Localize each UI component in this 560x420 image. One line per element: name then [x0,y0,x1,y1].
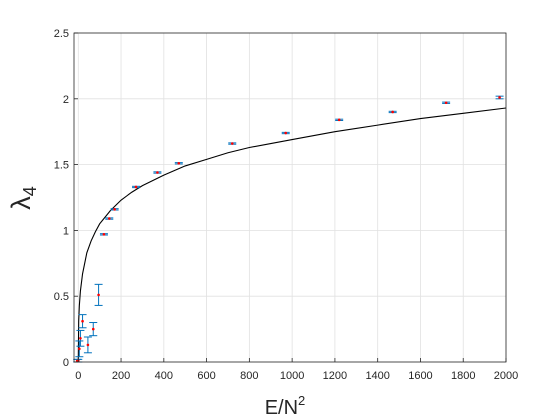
x-tick-label: 800 [240,370,258,382]
data-point [110,208,119,211]
y-tick-label: 1 [63,225,69,237]
point-marker [177,161,181,165]
data-point [442,101,451,105]
x-tick-label: 600 [197,370,215,382]
x-tick-label: 1200 [323,370,347,382]
point-marker [284,131,288,135]
y-axis-ticks: 0 0.5 1 1.5 2 2.5 [54,28,78,369]
x-tick-label: 2000 [494,370,518,382]
data-point [228,142,237,145]
error-bars [73,95,504,363]
y-axis-title: λ4 [6,186,40,210]
point-marker [230,142,234,145]
x-tick-label: 0 [75,370,81,382]
data-point [335,118,344,122]
point-marker [391,110,394,114]
point-marker [91,327,95,331]
y-tick-label: 2.5 [54,28,69,40]
data-point [174,161,183,165]
point-marker [113,208,116,211]
y-tick-label: 1.5 [54,160,69,172]
point-marker [337,118,341,122]
data-point [83,336,92,354]
data-point [105,217,114,220]
point-marker [107,217,111,220]
data-point [153,171,162,174]
point-marker [78,347,81,351]
data-point [76,329,85,347]
x-axis-title: E/N2 [265,393,306,419]
fit-curve [77,107,507,363]
y-tick-label: 0 [63,357,69,369]
data-point [132,185,141,189]
x-tick-label: 1000 [280,370,304,382]
point-marker [81,319,84,323]
data-point [495,95,504,100]
data-point [281,131,290,135]
point-marker [134,185,138,189]
x-axis-title-base: E/N [265,397,298,419]
data-point [78,314,87,329]
y-tick-label: 2 [63,94,69,106]
point-marker [498,96,501,99]
point-marker [79,337,82,340]
x-tick-label: 1400 [365,370,389,382]
data-point [388,110,397,114]
y-axis-title-base: λ [6,196,36,210]
x-tick-label: 400 [155,370,173,382]
data-point [89,322,98,337]
fit-curve-line [77,107,507,363]
point-marker [102,233,106,236]
point-marker [156,171,159,174]
x-tick-label: 1600 [408,370,432,382]
point-marker [86,343,90,347]
data-point [99,233,108,236]
data-point [75,340,84,358]
y-tick-label: 0.5 [54,291,69,303]
x-axis-title-sup: 2 [298,393,305,408]
x-axis-ticks: 0 200 400 600 800 1000 1200 1400 1600 1800 2000 [75,358,518,382]
plot-area-border [73,32,507,363]
x-tick-label: 1800 [451,370,475,382]
data-point [94,283,103,306]
point-marker [97,293,100,297]
y-axis-title-sub: 4 [20,186,40,196]
grid-lines [74,32,507,363]
point-marker [444,101,448,105]
x-tick-label: 200 [112,370,130,382]
